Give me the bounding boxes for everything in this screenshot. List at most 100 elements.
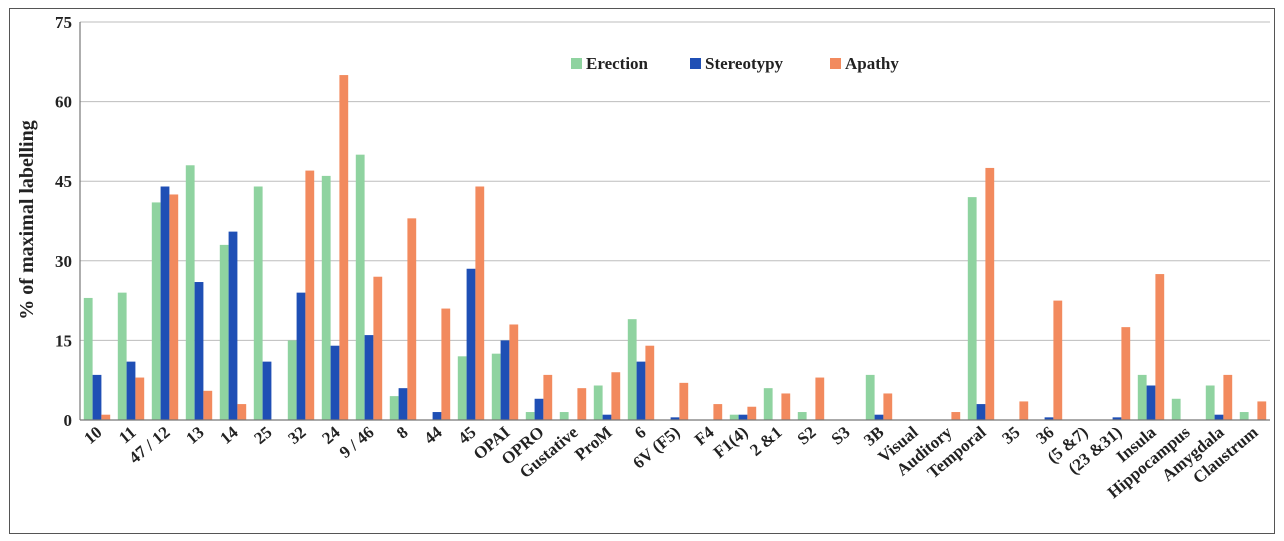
bar-stereotypy [976, 404, 986, 420]
bar-stereotypy [670, 417, 680, 420]
bar-erection [491, 353, 501, 420]
bar-erection [593, 385, 603, 420]
bar-apathy [883, 393, 893, 420]
bar-erection [287, 340, 297, 420]
bar-apathy [101, 414, 111, 420]
bar-apathy [169, 194, 179, 420]
bar-apathy [1019, 401, 1029, 420]
bar-erection [1171, 398, 1181, 420]
bar-apathy [985, 167, 995, 420]
bar-stereotypy [194, 282, 204, 420]
bar-stereotypy [1146, 385, 1156, 420]
bar-stereotypy [534, 398, 544, 420]
bar-erection [185, 165, 195, 420]
bar-apathy [781, 393, 791, 420]
x-tick-label: 2 &1 [746, 423, 785, 460]
legend-swatch-apathy [830, 58, 841, 69]
bar-apathy [815, 377, 825, 420]
x-tick-label: 25 [250, 423, 275, 448]
bar-stereotypy [738, 414, 748, 420]
bar-apathy [543, 374, 553, 420]
x-tick-label: 6 [631, 423, 650, 443]
x-tick-label: 13 [182, 423, 207, 448]
x-tick-label: 44 [420, 422, 446, 448]
bar-stereotypy [1112, 417, 1122, 420]
y-tick-label: 45 [55, 172, 72, 191]
x-tick-label: 35 [998, 423, 1023, 448]
bar-apathy [305, 170, 315, 420]
x-tick-label: 8 [393, 423, 412, 443]
bar-apathy [441, 308, 451, 420]
bar-stereotypy [262, 361, 272, 420]
legend-swatch-stereotypy [690, 58, 701, 69]
bar-stereotypy [92, 374, 102, 420]
bar-apathy [1257, 401, 1267, 420]
bar-stereotypy [160, 186, 170, 420]
bar-apathy [577, 388, 587, 420]
bar-stereotypy [364, 335, 374, 420]
bar-erection [865, 374, 875, 420]
x-tick-label: 32 [284, 423, 309, 448]
bar-apathy [339, 75, 349, 421]
bar-apathy [407, 218, 417, 420]
y-axis-label: % of maximal labelling [16, 120, 38, 319]
bar-erection [1239, 412, 1249, 420]
bar-erection [219, 244, 229, 420]
y-tick-label: 60 [55, 93, 72, 112]
legend-label-apathy: Apathy [845, 54, 899, 73]
bar-stereotypy [398, 388, 408, 420]
bar-erection [729, 414, 739, 420]
x-tick-label: F1(4) [710, 423, 752, 462]
bar-erection [763, 388, 773, 420]
bar-erection [355, 154, 365, 420]
bar-stereotypy [874, 414, 884, 420]
legend-label-erection: Erection [586, 54, 649, 73]
bar-apathy [1155, 274, 1165, 420]
bar-apathy [747, 406, 757, 420]
y-tick-label: 30 [55, 252, 72, 271]
bar-apathy [1121, 327, 1131, 420]
bar-erection [797, 412, 807, 420]
bar-erection [967, 197, 977, 420]
bar-erection [117, 292, 127, 420]
x-tick-label: 14 [216, 422, 242, 448]
bar-apathy [611, 372, 621, 420]
y-tick-label: 0 [64, 411, 73, 430]
bar-erection [253, 186, 263, 420]
bar-erection [151, 202, 161, 420]
bar-stereotypy [602, 414, 612, 420]
bar-apathy [645, 345, 655, 420]
bar-erection [83, 297, 93, 420]
bar-apathy [509, 324, 519, 420]
bar-stereotypy [228, 231, 238, 420]
bar-stereotypy [126, 361, 136, 420]
bar-stereotypy [296, 292, 306, 420]
x-tick-label: 9 / 46 [336, 423, 378, 462]
bar-erection [457, 356, 467, 420]
bar-stereotypy [466, 268, 476, 420]
bar-stereotypy [1044, 417, 1054, 420]
x-tick-label: ProM [571, 423, 616, 465]
bar-apathy [135, 377, 145, 420]
bar-stereotypy [636, 361, 646, 420]
bar-apathy [679, 382, 689, 420]
bar-erection [559, 412, 569, 420]
x-tick-label: S3 [828, 423, 854, 449]
legend: Erection Stereotypy Apathy [571, 54, 899, 73]
y-tick-label: 15 [55, 331, 72, 350]
legend-label-stereotypy: Stereotypy [705, 54, 784, 73]
bar-erection [1205, 385, 1215, 420]
bar-erection [525, 412, 535, 420]
bar-apathy [475, 186, 485, 420]
bar-apathy [373, 276, 383, 420]
bar-apathy [237, 404, 247, 420]
bar-apathy [951, 412, 961, 420]
bar-apathy [1223, 374, 1233, 420]
x-tick-label: S2 [794, 423, 820, 449]
bar-erection [627, 319, 637, 420]
bar-erection [321, 175, 331, 420]
bar-erection [1137, 374, 1147, 420]
bar-stereotypy [330, 345, 340, 420]
bars [83, 75, 1267, 421]
